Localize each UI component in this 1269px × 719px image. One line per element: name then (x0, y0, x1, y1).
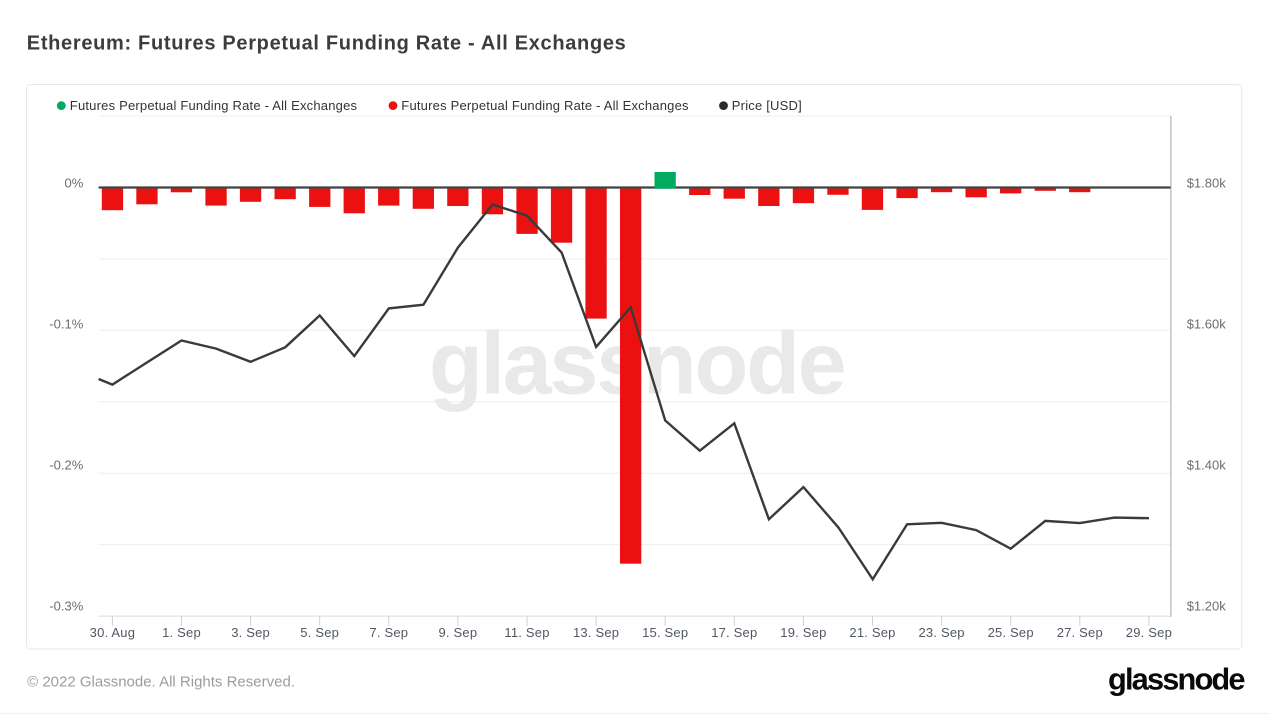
svg-text:$1.40k: $1.40k (1187, 458, 1227, 473)
svg-text:-0.3%: -0.3% (49, 598, 83, 613)
svg-text:17. Sep: 17. Sep (711, 625, 757, 640)
svg-text:29. Sep: 29. Sep (1126, 625, 1172, 640)
svg-text:Futures Perpetual Funding Rate: Futures Perpetual Funding Rate - All Exc… (70, 98, 358, 113)
svg-text:Futures Perpetual Funding Rate: Futures Perpetual Funding Rate - All Exc… (401, 98, 689, 113)
svg-text:Price [USD]: Price [USD] (732, 98, 802, 113)
svg-text:$1.20k: $1.20k (1187, 598, 1227, 613)
svg-text:© 2022 Glassnode. All Rights R: © 2022 Glassnode. All Rights Reserved. (27, 673, 295, 690)
svg-text:11. Sep: 11. Sep (504, 625, 549, 640)
svg-text:30. Aug: 30. Aug (90, 625, 136, 640)
svg-text:$1.60k: $1.60k (1187, 317, 1227, 332)
svg-text:7. Sep: 7. Sep (369, 625, 408, 640)
svg-text:0%: 0% (65, 176, 84, 191)
svg-text:glassnode: glassnode (1108, 662, 1245, 697)
svg-text:9. Sep: 9. Sep (439, 625, 478, 640)
svg-text:-0.1%: -0.1% (49, 317, 83, 332)
svg-text:13. Sep: 13. Sep (573, 625, 619, 640)
svg-text:Ethereum: Futures Perpetual Fu: Ethereum: Futures Perpetual Funding Rate… (27, 32, 627, 54)
svg-text:21. Sep: 21. Sep (849, 625, 895, 640)
svg-text:-0.2%: -0.2% (49, 458, 83, 473)
svg-text:27. Sep: 27. Sep (1057, 625, 1103, 640)
svg-text:3. Sep: 3. Sep (231, 625, 270, 640)
svg-text:19. Sep: 19. Sep (780, 625, 826, 640)
svg-text:15. Sep: 15. Sep (642, 625, 688, 640)
svg-text:5. Sep: 5. Sep (300, 625, 339, 640)
svg-text:23. Sep: 23. Sep (918, 625, 964, 640)
svg-text:1. Sep: 1. Sep (162, 625, 201, 640)
svg-text:25. Sep: 25. Sep (988, 625, 1034, 640)
svg-text:$1.80k: $1.80k (1187, 176, 1227, 191)
